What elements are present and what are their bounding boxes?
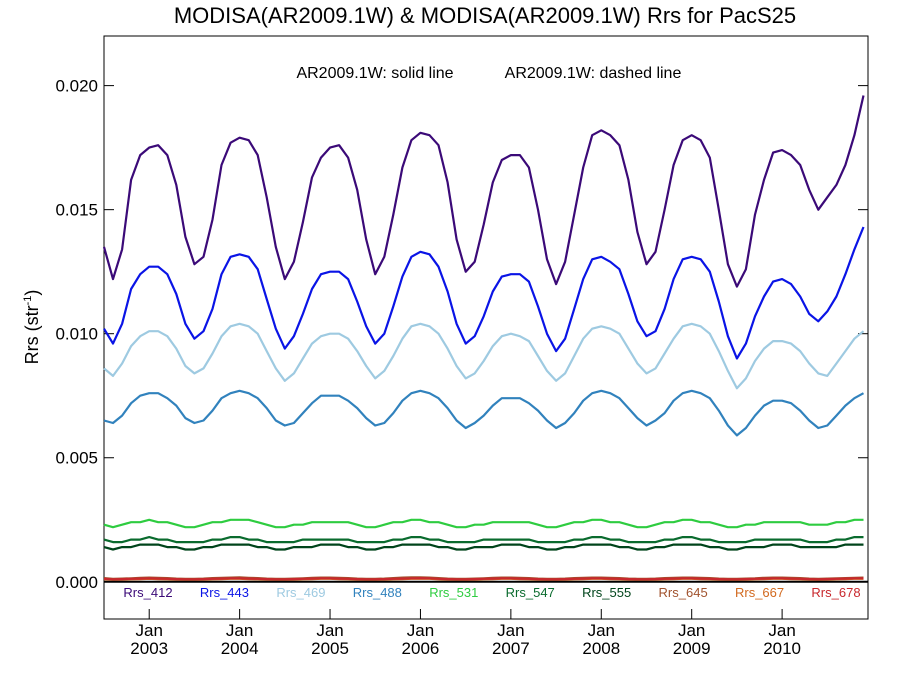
y-tick-label: 0.000 [55, 573, 98, 592]
x-tick-label-year: 2008 [582, 639, 620, 658]
y-tick-label: 0.005 [55, 449, 98, 468]
legend-entry-rrs-678: Rrs_678 [811, 585, 860, 600]
x-tick-label-year: 2005 [311, 639, 349, 658]
y-axis-title-superscript: -1 [22, 296, 34, 306]
series-line-rrs-547 [103, 535, 864, 544]
x-tick-label-month: Jan [497, 621, 524, 640]
y-axis-title: Rrs (str-1) [22, 290, 42, 365]
x-tick-label-year: 2007 [492, 639, 530, 658]
legend: Rrs_412 Rrs_443 Rrs_469 Rrs_488 Rrs_531 Rrs_5… [123, 585, 860, 600]
series-line-rrs-412 [102, 95, 865, 288]
legend-entry-rrs-469: Rrs_469 [276, 585, 325, 600]
x-tick-label-month: Jan [135, 621, 162, 640]
series-line-rrs-555 [103, 543, 864, 551]
series-line-rrs-531 [103, 518, 864, 529]
series-line-rrs-678 [103, 576, 864, 581]
legend-entry-rrs-555: Rrs_555 [582, 585, 631, 600]
x-tick-label-month: Jan [678, 621, 705, 640]
x-tick-label-month: Jan [316, 621, 343, 640]
y-axis-title-close: ) [22, 290, 42, 296]
y-tick-label: 0.020 [55, 77, 98, 96]
series-lines [102, 95, 865, 581]
y-axis-title-main: Rrs (str [22, 305, 42, 364]
y-tick-label: 0.010 [55, 325, 98, 344]
legend-entry-rrs-645: Rrs_645 [659, 585, 708, 600]
y-tick-label: 0.015 [55, 201, 98, 220]
series-line-rrs-469 [103, 322, 865, 390]
x-axis: Jan2003Jan2004Jan2005Jan2006Jan2007Jan20… [130, 609, 801, 658]
series-line-rrs-488 [103, 389, 865, 437]
legend-entry-rrs-531: Rrs_531 [429, 585, 478, 600]
annotation-dashed-line: AR2009.1W: dashed line [505, 65, 682, 82]
x-tick-label-year: 2003 [130, 639, 168, 658]
x-tick-label-month: Jan [407, 621, 434, 640]
chart-title: MODISA(AR2009.1W) & MODISA(AR2009.1W) Rr… [174, 3, 796, 28]
annotation-solid-line: AR2009.1W: solid line [296, 65, 453, 82]
legend-entry-rrs-412: Rrs_412 [123, 585, 172, 600]
x-tick-label-month: Jan [588, 621, 615, 640]
legend-entry-rrs-547: Rrs_547 [506, 585, 555, 600]
x-tick-label-month: Jan [226, 621, 253, 640]
legend-entry-rrs-667: Rrs_667 [735, 585, 784, 600]
y-axis: 0.000 0.005 0.010 0.015 0.020 [55, 77, 868, 592]
x-tick-label-year: 2006 [402, 639, 440, 658]
x-tick-label-year: 2010 [763, 639, 801, 658]
series-line-rrs-443 [103, 226, 865, 360]
x-tick-label-year: 2009 [673, 639, 711, 658]
legend-entry-rrs-443: Rrs_443 [200, 585, 249, 600]
x-tick-label-month: Jan [768, 621, 795, 640]
plot-area-frame [103, 35, 869, 620]
x-tick-label-year: 2004 [221, 639, 259, 658]
legend-entry-rrs-488: Rrs_488 [353, 585, 402, 600]
